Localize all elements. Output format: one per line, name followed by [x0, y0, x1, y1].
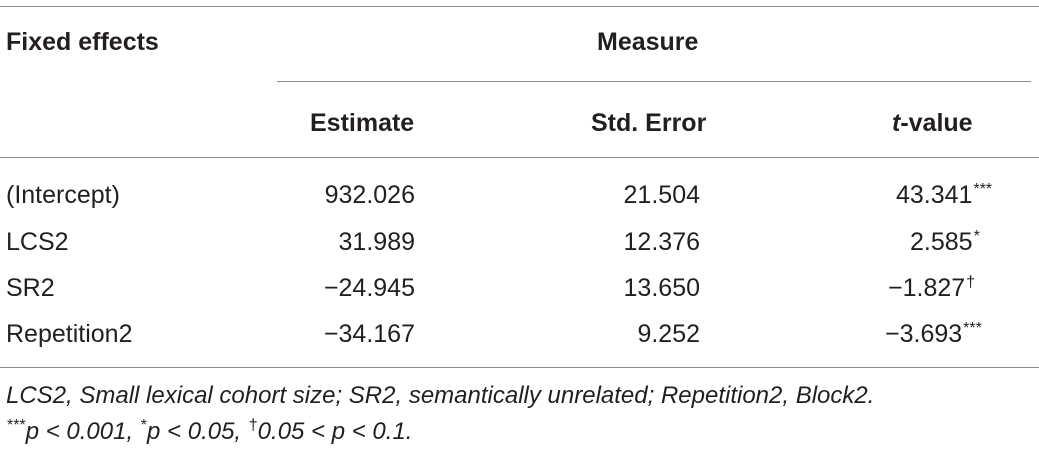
footnote-abbreviations: LCS2, Small lexical cohort size; SR2, se…	[6, 382, 875, 409]
sig-marker: ***	[963, 320, 982, 337]
cell-se: 9.252	[637, 320, 700, 348]
top-rule	[0, 6, 1039, 7]
header-std-error: Std. Error	[591, 109, 707, 137]
cell-estimate: 31.989	[338, 228, 415, 256]
sig-dagger: †	[248, 417, 258, 434]
row-label-repetition2: Repetition2	[6, 320, 133, 348]
t-value: 43.341	[896, 181, 973, 209]
cell-t: 2.585*	[910, 227, 980, 261]
cell-estimate: 932.026	[324, 181, 415, 209]
cell-t: 43.341***	[896, 180, 992, 214]
header-measure: Measure	[597, 28, 699, 56]
sig-marker: †	[966, 274, 976, 291]
table-bottom-rule	[0, 367, 1039, 368]
header-bottom-rule	[0, 157, 1039, 158]
sig-marker: ***	[973, 181, 993, 198]
header-fixed-effects: Fixed effects	[6, 28, 159, 56]
sig-text-b: p < 0.05,	[147, 418, 248, 445]
header-t-value: t-value	[892, 108, 973, 138]
cell-t: −3.693***	[885, 319, 982, 353]
footnote-significance: ***p < 0.001, *p < 0.05, †0.05 < p < 0.1…	[6, 417, 412, 450]
cell-se: 13.650	[623, 274, 700, 302]
t-value: 2.585	[910, 228, 973, 256]
cell-estimate: −34.167	[323, 320, 415, 348]
cell-se: 12.376	[623, 228, 700, 256]
header-estimate: Estimate	[310, 109, 415, 137]
measure-underline	[277, 81, 1031, 82]
sig-text-a: p < 0.001,	[25, 418, 140, 445]
t-value: −3.693	[885, 320, 963, 348]
row-label-sr2: SR2	[6, 274, 55, 302]
cell-t: −1.827†	[888, 273, 975, 307]
cell-se: 21.504	[623, 181, 700, 209]
sig-one-star: *	[140, 417, 148, 434]
sig-text-c: 0.05 < p < 0.1.	[257, 418, 413, 445]
sig-three-star: ***	[7, 417, 26, 434]
row-label-lcs2: LCS2	[6, 228, 69, 256]
t-suffix: -value	[900, 109, 973, 137]
cell-estimate: −24.945	[323, 274, 415, 302]
sig-marker: *	[973, 228, 980, 245]
row-label-intercept: (Intercept)	[6, 181, 120, 209]
t-italic: t	[892, 109, 901, 137]
t-value: −1.827	[888, 274, 966, 302]
